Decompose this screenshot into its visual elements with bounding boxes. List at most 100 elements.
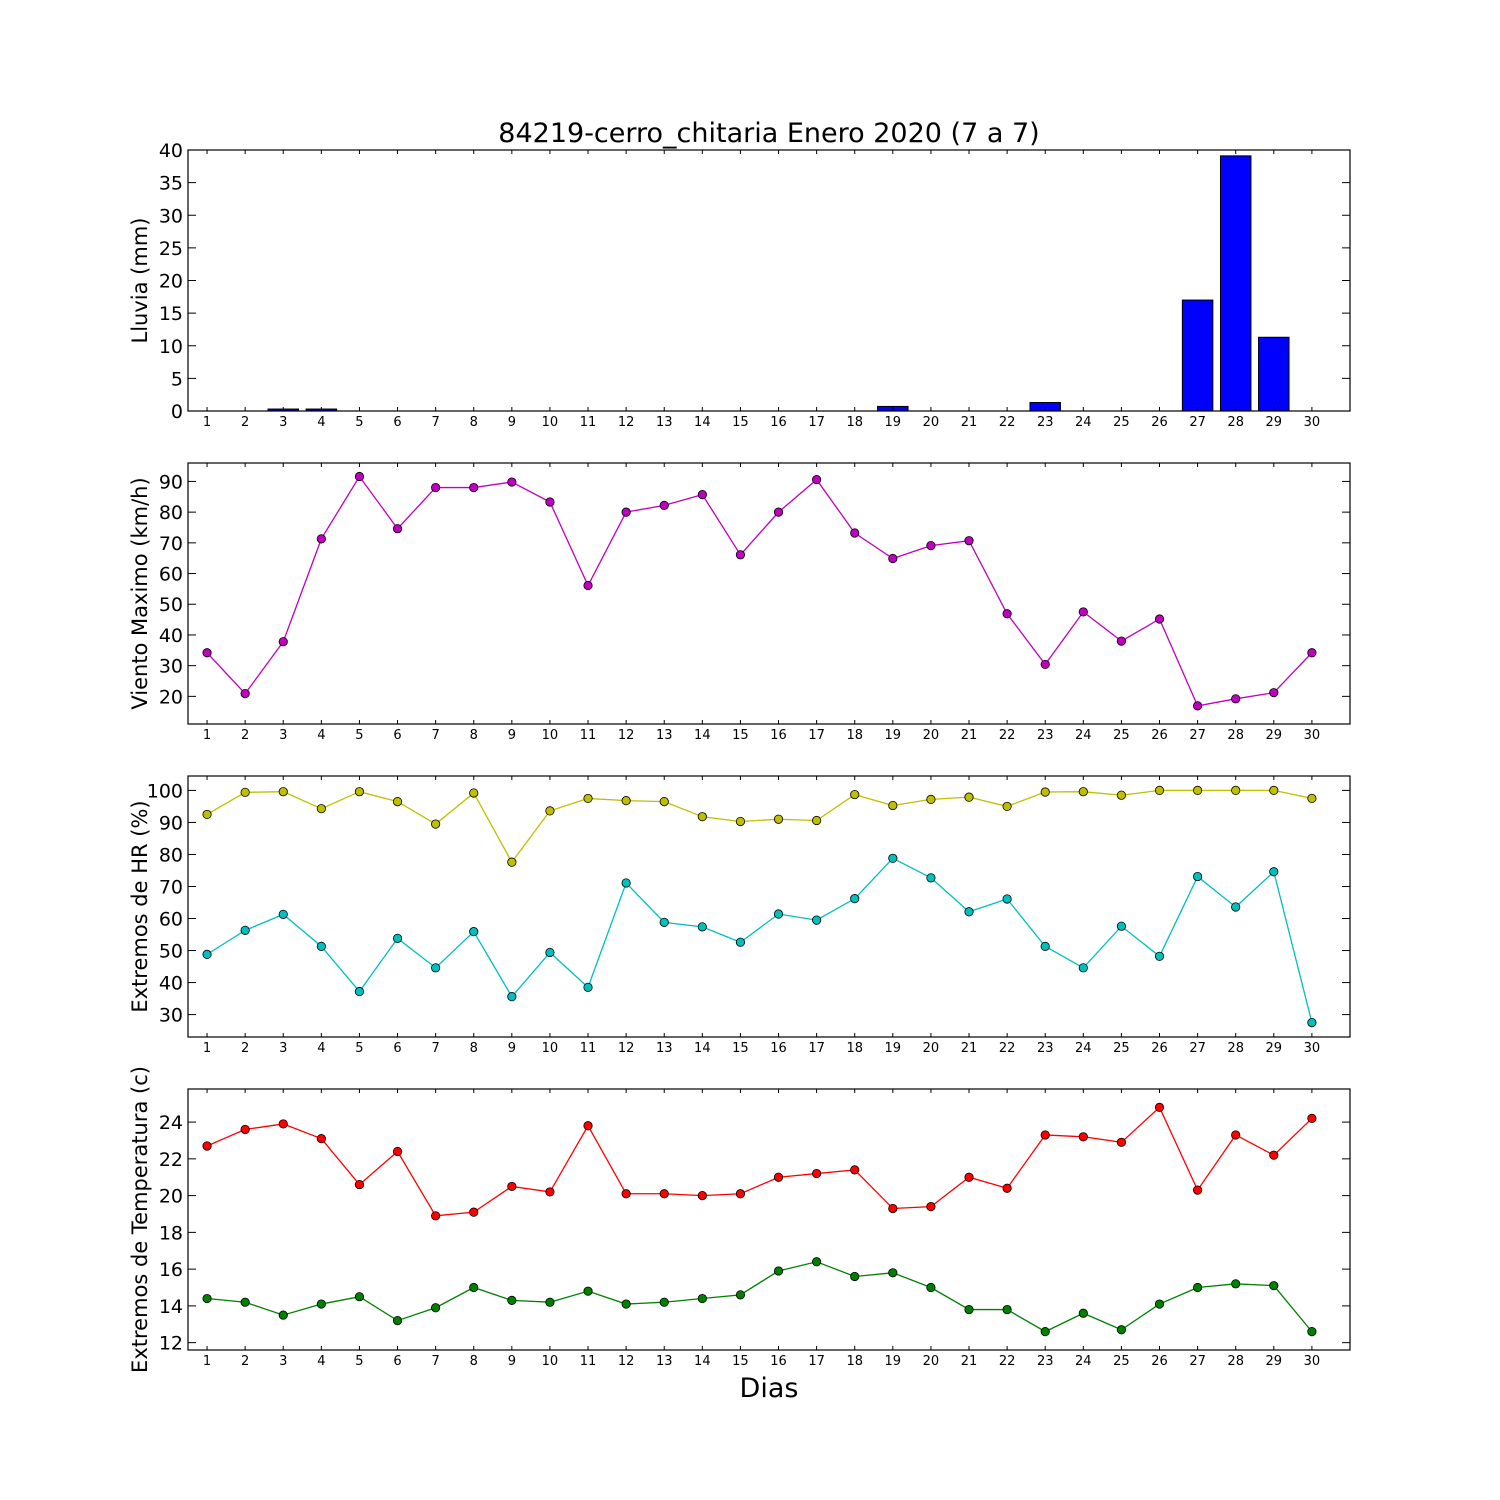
x-tick-label: 2	[241, 1354, 249, 1369]
x-tick-label: 10	[542, 415, 559, 430]
data-point-s2-day-15	[735, 937, 746, 947]
data-point-s1-day-7	[431, 819, 441, 829]
x-tick-label: 6	[393, 1354, 401, 1369]
data-point-s2-day-25	[1116, 1325, 1127, 1335]
x-tick-label: 13	[656, 1354, 673, 1369]
y-tick-label: 18	[159, 1222, 183, 1244]
data-point-s1-day-16	[773, 814, 784, 824]
y-tick-label: 30	[159, 656, 183, 678]
y-tick-label: 20	[159, 271, 183, 293]
data-point-s1-day-20	[926, 540, 936, 551]
x-tick-label: 24	[1075, 415, 1092, 430]
data-point-s1-day-15	[735, 816, 746, 827]
data-point-s1-day-28	[1231, 1130, 1241, 1140]
y-tick-label: 40	[159, 140, 183, 162]
data-point-s1-day-25	[1116, 1137, 1127, 1147]
data-point-s1-day-2	[240, 688, 250, 699]
x-tick-label: 29	[1266, 415, 1283, 430]
data-point-s2-day-7	[431, 963, 441, 973]
data-point-s2-day-26	[1154, 1299, 1165, 1309]
x-tick-label: 6	[393, 728, 401, 743]
data-point-s1-day-12	[621, 507, 631, 517]
data-point-s1-day-7	[431, 1211, 441, 1221]
x-tick-label: 4	[317, 415, 325, 430]
data-point-s1-day-22	[1002, 609, 1012, 619]
y-tick-label: 90	[159, 471, 183, 493]
data-point-s1-day-11	[583, 580, 593, 591]
x-tick-label: 1	[203, 728, 211, 743]
data-point-s2-day-16	[773, 909, 784, 919]
data-point-s2-day-3	[278, 909, 288, 919]
x-tick-label: 28	[1227, 728, 1244, 743]
x-tick-label: 20	[923, 1041, 940, 1056]
data-point-s1-day-2	[240, 787, 250, 797]
chart-title: 84219-cerro_chitaria Enero 2020 (7 a 7)	[498, 118, 1039, 149]
data-point-s2-day-1	[202, 949, 212, 959]
data-point-s1-day-29	[1269, 1150, 1279, 1160]
x-tick-label: 9	[508, 1354, 516, 1369]
data-point-s1-day-17	[812, 474, 822, 485]
y-tick-label: 30	[159, 1005, 183, 1027]
data-point-s1-day-20	[926, 794, 936, 804]
x-tick-label: 15	[732, 1354, 749, 1369]
x-tick-label: 11	[580, 1041, 597, 1056]
x-tick-label: 30	[1304, 728, 1321, 743]
x-tick-label: 5	[355, 415, 363, 430]
data-point-s2-day-7	[431, 1303, 441, 1313]
series-line-1	[206, 789, 1313, 864]
data-point-s1-day-5	[354, 787, 365, 797]
data-point-s2-day-2	[240, 1297, 250, 1307]
data-point-s1-day-15	[735, 550, 746, 560]
data-point-s2-day-6	[392, 1315, 403, 1326]
x-tick-label: 28	[1227, 415, 1244, 430]
x-tick-label: 21	[961, 415, 978, 430]
data-point-s1-day-30	[1307, 793, 1317, 804]
x-tick-label: 19	[885, 728, 902, 743]
x-tick-label: 8	[470, 728, 478, 743]
data-point-s2-day-30	[1307, 1017, 1317, 1028]
y-tick-label: 80	[159, 844, 183, 866]
x-tick-label: 8	[470, 415, 478, 430]
x-tick-label: 27	[1189, 415, 1206, 430]
data-point-s2-day-9	[507, 1295, 517, 1305]
data-point-s2-day-29	[1269, 1281, 1279, 1291]
x-tick-label: 12	[618, 728, 635, 743]
x-tick-label: 9	[508, 415, 516, 430]
data-point-s1-day-9	[507, 477, 517, 487]
x-tick-label: 25	[1113, 728, 1130, 743]
data-point-s2-day-22	[1002, 1304, 1012, 1315]
plot-frame	[187, 462, 1351, 725]
x-tick-label: 15	[732, 1041, 749, 1056]
x-tick-label: 16	[770, 728, 787, 743]
x-tick-label: 3	[279, 728, 287, 743]
panel-4: 1 2 3 4 5 6 7 8 9 10 11 12 13 14 15 16 17 18 19 20 21 22 23 24 2…	[128, 1066, 1351, 1373]
x-tick-label: 3	[279, 1041, 287, 1056]
data-point-s1-day-26	[1154, 1102, 1165, 1112]
x-tick-label: 25	[1113, 1354, 1130, 1369]
data-point-s2-day-15	[735, 1290, 746, 1300]
x-tick-label: 3	[279, 415, 287, 430]
x-tick-label: 17	[808, 415, 825, 430]
x-tick-label: 17	[808, 728, 825, 743]
data-point-s1-day-30	[1307, 1113, 1317, 1124]
data-point-s1-day-8	[469, 1207, 479, 1217]
plot-frame	[187, 775, 1351, 1038]
x-tick-label: 30	[1304, 1041, 1321, 1056]
bar-day-27	[1181, 299, 1214, 412]
panel-2: 1 2 3 4 5 6 7 8 9 10 11 12 13 14 15 16 17 18 19 20 21 22 23 24 2…	[128, 462, 1351, 743]
x-tick-label: 22	[999, 728, 1016, 743]
data-point-s1-day-5	[354, 471, 365, 482]
x-tick-label: 16	[770, 1041, 787, 1056]
x-tick-label: 16	[770, 1354, 787, 1369]
x-tick-label: 9	[508, 728, 516, 743]
x-tick-label: 23	[1037, 415, 1054, 430]
x-tick-label: 11	[580, 1354, 597, 1369]
data-point-s2-day-19	[888, 853, 898, 863]
x-tick-label: 9	[508, 1041, 516, 1056]
data-point-s1-day-14	[697, 490, 707, 500]
x-tick-label: 14	[694, 1041, 711, 1056]
data-point-s2-day-1	[202, 1293, 212, 1304]
data-point-s2-day-29	[1269, 867, 1279, 877]
y-tick-label: 100	[147, 780, 183, 802]
